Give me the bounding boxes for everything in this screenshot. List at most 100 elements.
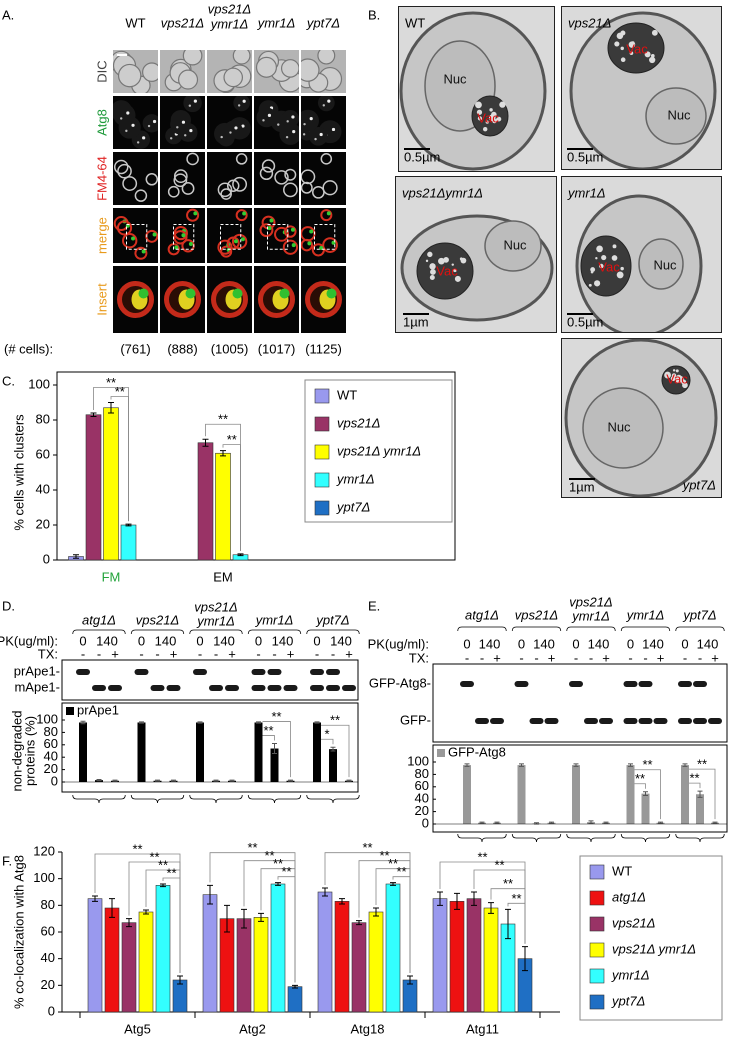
legend-label: atg1Δ: [612, 889, 646, 904]
blot-band: [678, 718, 692, 724]
error-bar: [712, 821, 718, 824]
legend-label: ymr1Δ: [336, 471, 375, 486]
puncta: [319, 132, 323, 137]
significance-bracket: [507, 902, 526, 944]
organelle-label: Vac: [477, 110, 499, 125]
pk-value: 140: [479, 636, 501, 651]
em-frame: [398, 6, 555, 172]
puncta: [229, 131, 232, 134]
significance-label: **: [281, 864, 291, 879]
legend-label: prApe1: [77, 702, 119, 717]
plot-frame: [56, 371, 456, 561]
legend-swatch: [589, 968, 605, 984]
cell-count: (761): [120, 341, 150, 356]
error-bar: [522, 946, 528, 972]
blot-band: [638, 718, 653, 724]
error-bar: [288, 779, 293, 782]
vacuole: [580, 235, 632, 297]
error-bar: [471, 891, 477, 906]
count-label: (# cells):: [4, 341, 53, 356]
blot-band: [193, 669, 207, 675]
x-tick-label: Atg11: [466, 1021, 499, 1036]
vesicle: [483, 126, 488, 132]
vesicle: [620, 30, 626, 36]
micrograph: [254, 152, 299, 205]
vesicle: [438, 257, 445, 265]
pk-value: 140: [330, 633, 352, 648]
vacuole-ring: [261, 159, 276, 173]
bar: [626, 765, 635, 824]
y-tick-label: 80: [36, 411, 50, 426]
group-brace: [675, 833, 725, 843]
puncta: [152, 232, 157, 237]
significance-label: **: [388, 856, 398, 871]
significance-label: **: [379, 848, 389, 863]
row-label: FM4-64: [94, 156, 109, 201]
blot-band: [584, 718, 598, 724]
vesicle: [650, 54, 655, 58]
organelle-label: Vac: [436, 263, 458, 278]
blot-band: [108, 685, 122, 691]
y-axis-label: % cells with clusters: [11, 414, 26, 531]
vesicle: [675, 377, 682, 383]
puncta: [290, 227, 295, 232]
cell: [183, 96, 202, 113]
error-bar: [390, 882, 396, 886]
bar: [79, 722, 87, 782]
bar: [517, 765, 526, 824]
em-title: ypt7Δ: [682, 477, 716, 492]
vacuole-ring: [322, 180, 338, 196]
cell: [280, 59, 299, 78]
puncta: [136, 141, 140, 144]
error-bar: [697, 790, 703, 798]
bar: [196, 722, 204, 782]
column-header: ymr1Δ: [257, 15, 296, 30]
error-bar: [126, 918, 132, 928]
blot-band: [638, 681, 653, 687]
vesicle: [629, 51, 634, 56]
vacuole-ring: [282, 239, 299, 255]
em-frame: [561, 6, 722, 170]
error-bar: [272, 743, 277, 754]
cell-count: (1005): [211, 341, 249, 356]
error-bar: [603, 821, 609, 824]
error-bar: [292, 984, 298, 989]
puncta: [125, 129, 128, 133]
blot-band: [92, 685, 106, 691]
bar: [681, 765, 689, 824]
panel-label: C.: [2, 373, 15, 388]
puncta: [120, 117, 123, 120]
bar: [120, 524, 137, 561]
tx-value: -: [256, 646, 260, 661]
pk-label: PK(ug/ml):: [368, 636, 429, 651]
puncta: [322, 104, 325, 107]
blot-label: mApe1-: [14, 679, 60, 694]
em-frame: [395, 176, 557, 333]
blot-band: [150, 685, 165, 691]
bar: [368, 911, 384, 1013]
pk-value: 140: [155, 633, 177, 648]
cell: [223, 67, 244, 88]
tx-value: -: [683, 650, 687, 665]
vacuole-ring: [274, 170, 289, 185]
blot-band: [599, 718, 613, 724]
y-tick-label: 40: [415, 791, 429, 806]
significance-label: **: [263, 723, 273, 738]
vacuole-ring: [284, 168, 297, 181]
tx-value: -: [480, 650, 484, 665]
vacuole-ring: [320, 153, 333, 165]
puncta: [285, 135, 289, 139]
pk-value: 140: [96, 633, 118, 648]
bar: [449, 901, 465, 1013]
group-label: vps21Δ: [515, 607, 558, 622]
error-bar: [92, 895, 98, 902]
cell-count: (888): [167, 341, 197, 356]
em-frame: [561, 176, 722, 333]
inset-box: [267, 224, 289, 250]
vesicle: [616, 271, 624, 279]
pk-value: 140: [697, 636, 719, 651]
blot-label: GFP-: [400, 712, 431, 727]
legend-swatch: [314, 444, 330, 460]
puncta: [302, 133, 306, 136]
cluster: [279, 288, 290, 299]
